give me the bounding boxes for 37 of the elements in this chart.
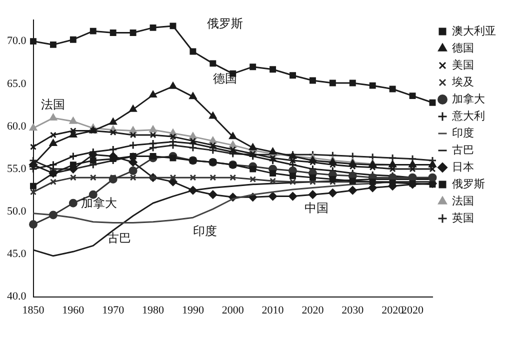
y-tick-label: 50.0: [7, 206, 27, 218]
x-tick-label: 2020: [402, 304, 424, 316]
legend-label: 意大利: [451, 109, 485, 122]
x-tick-label: 1980: [142, 304, 165, 316]
x-tick-label: 1970: [102, 304, 125, 316]
legend-label: 法国: [452, 194, 474, 208]
annotation: 俄罗斯: [206, 16, 243, 30]
legend-label: 印度: [452, 126, 474, 140]
annotation: 德国: [212, 72, 237, 86]
legend-label: 俄罗斯: [452, 177, 485, 190]
annotation: 中国: [304, 201, 329, 216]
x-tick-label: 2030: [342, 304, 364, 316]
y-tick-label: 40.0: [7, 290, 27, 303]
y-tick-label: 55.0: [7, 162, 27, 175]
y-tick-label: 60.0: [7, 120, 27, 132]
annotation: 加拿大: [81, 196, 118, 210]
x-tick-label: 2020: [302, 304, 324, 316]
x-tick-label: 2020: [382, 304, 404, 316]
x-tick-label: 1960: [62, 304, 85, 316]
legend-label: 美国: [452, 58, 474, 72]
x-tick-label: 2000: [222, 304, 244, 316]
legend-label: 澳大利亚: [452, 24, 496, 38]
x-tick-label: 1850: [22, 304, 45, 316]
annotation: 法国: [41, 97, 66, 112]
y-tick-label: 65.0: [7, 78, 27, 90]
annotation: 印度: [192, 224, 217, 238]
legend-label: 埃及: [451, 75, 474, 88]
x-tick-label: 2010: [262, 304, 284, 316]
legend-label: 德国: [452, 41, 474, 54]
legend-label: 古巴: [452, 143, 474, 156]
y-tick-label: 45.0: [7, 248, 27, 260]
legend-label: 日本: [452, 160, 474, 174]
annotation: 古巴: [107, 231, 132, 246]
x-tick-label: 1990: [182, 304, 204, 316]
legend-label: 加拿大: [452, 92, 485, 106]
legend-label: 英国: [452, 211, 474, 224]
y-tick-label: 70.0: [7, 35, 27, 48]
